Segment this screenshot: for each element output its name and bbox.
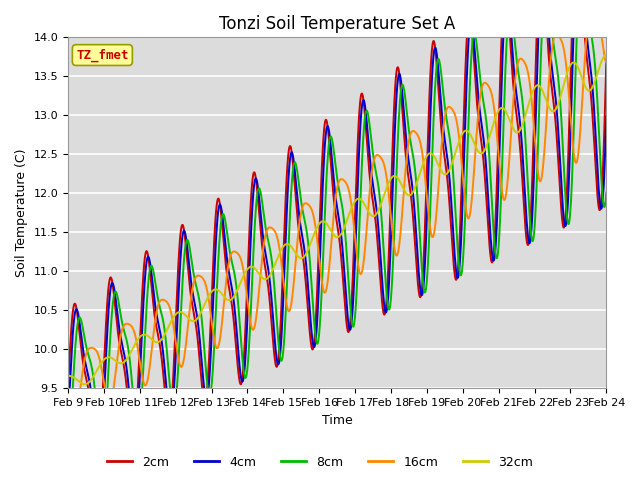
16cm	[106, 401, 114, 407]
32cm	[314, 223, 321, 229]
32cm	[293, 252, 301, 258]
8cm	[106, 345, 113, 350]
2cm	[602, 58, 610, 64]
4cm	[371, 193, 378, 199]
32cm	[106, 355, 114, 360]
2cm	[106, 276, 114, 281]
16cm	[293, 246, 301, 252]
Line: 8cm: 8cm	[68, 0, 606, 456]
Line: 2cm: 2cm	[68, 0, 606, 454]
16cm	[371, 155, 378, 161]
16cm	[314, 241, 321, 247]
Line: 32cm: 32cm	[68, 55, 606, 384]
16cm	[304, 202, 312, 207]
4cm	[304, 282, 312, 288]
32cm	[81, 381, 89, 387]
16cm	[70, 420, 77, 426]
16cm	[602, 60, 610, 65]
Text: TZ_fmet: TZ_fmet	[76, 48, 129, 62]
Y-axis label: Soil Temperature (C): Soil Temperature (C)	[15, 149, 28, 277]
4cm	[314, 311, 321, 316]
2cm	[293, 207, 301, 213]
2cm	[314, 276, 321, 282]
16cm	[588, 8, 596, 13]
Line: 4cm: 4cm	[68, 0, 606, 451]
4cm	[293, 189, 301, 195]
32cm	[602, 52, 610, 58]
8cm	[64, 453, 72, 458]
2cm	[64, 385, 72, 391]
8cm	[304, 235, 312, 240]
8cm	[602, 190, 610, 195]
2cm	[371, 211, 378, 217]
32cm	[304, 247, 312, 253]
4cm	[128, 418, 136, 423]
Title: Tonzi Soil Temperature Set A: Tonzi Soil Temperature Set A	[219, 15, 455, 33]
Line: 16cm: 16cm	[68, 11, 606, 423]
8cm	[128, 375, 136, 381]
Legend: 2cm, 4cm, 8cm, 16cm, 32cm: 2cm, 4cm, 8cm, 16cm, 32cm	[102, 451, 538, 474]
16cm	[128, 324, 136, 330]
8cm	[314, 341, 321, 347]
4cm	[95, 448, 103, 454]
32cm	[128, 347, 136, 353]
4cm	[602, 113, 610, 119]
8cm	[371, 160, 378, 166]
8cm	[292, 164, 300, 169]
2cm	[128, 431, 136, 437]
X-axis label: Time: Time	[322, 414, 353, 427]
2cm	[93, 451, 101, 457]
2cm	[304, 307, 312, 312]
32cm	[64, 373, 72, 379]
4cm	[106, 290, 114, 296]
4cm	[64, 415, 72, 420]
16cm	[64, 413, 72, 419]
32cm	[371, 213, 378, 219]
